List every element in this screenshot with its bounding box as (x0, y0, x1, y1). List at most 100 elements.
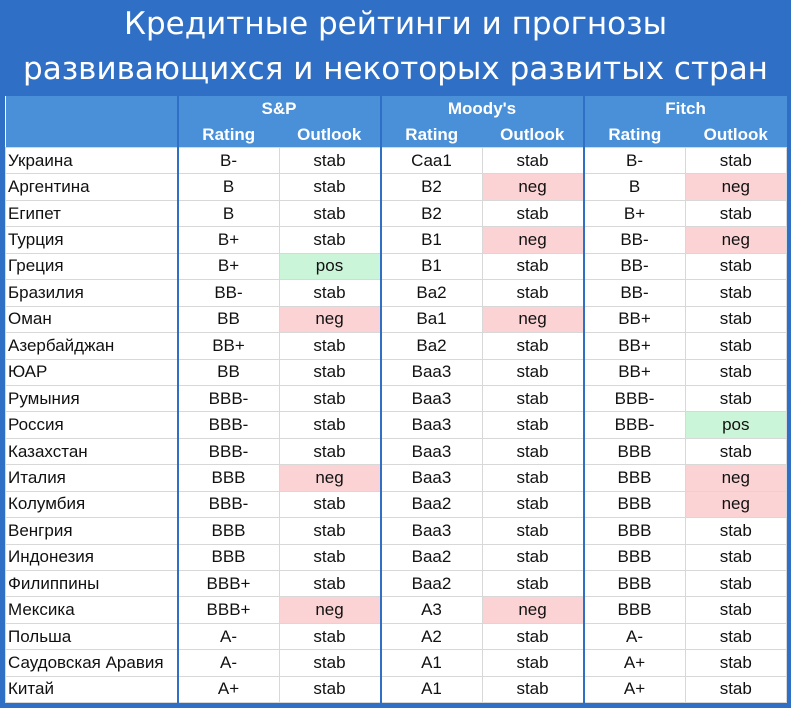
moodys-rating-cell: Ba2 (379, 332, 483, 360)
moodys-rating-cell: Ba1 (379, 305, 483, 334)
fitch-outlook-cell: stab (684, 279, 788, 307)
country-name: Венгрия (5, 517, 178, 545)
sp-rating-cell: B (176, 199, 280, 228)
country-name: Мексика (5, 596, 178, 624)
sp-rating-cell: BBB+ (176, 596, 280, 624)
country-name: Египет (5, 199, 178, 228)
moodys-outlook-cell: stab (481, 332, 585, 360)
sp-rating-cell: A+ (176, 675, 280, 704)
moodys-rating-cell: Baa2 (379, 490, 483, 519)
table-row: Польша A-stab A2 stab A-stab (5, 622, 788, 651)
moodys-rating-cell: A1 (379, 675, 483, 704)
moodys-rating-cell: Baa3 (379, 411, 483, 439)
fitch-outlook-cell: neg (684, 173, 788, 201)
sp-outlook-cell: stab (278, 226, 381, 254)
table-row: Италия BBB neg Baa3 stab BBB neg (5, 464, 788, 492)
moodys-rating-cell: B2 (379, 199, 483, 228)
fitch-outlook-cell: stab (684, 649, 788, 677)
moodys-outlook-cell: stab (481, 146, 585, 175)
moodys-rating-cell: B1 (379, 252, 483, 281)
fitch-rating-cell: BBB- (582, 411, 686, 439)
moodys-rating-cell: B1 (379, 226, 483, 254)
table-row: ЮАР BB stab Baa3 stab BB+ stab (5, 358, 788, 386)
moodys-rating-cell: Baa2 (379, 569, 483, 598)
sp-rating-header: Rating (176, 122, 279, 148)
fitch-outlook-cell: stab (684, 305, 788, 334)
agency-header-moodys: Moody's (379, 96, 584, 122)
table-row: Греция B+ pos B1 stab BB-stab (5, 252, 788, 281)
country-name: Польша (5, 622, 178, 651)
country-name: Индонезия (5, 543, 178, 572)
fitch-rating-cell: BBB (582, 543, 686, 572)
country-name: Украина (5, 146, 178, 175)
moodys-rating-cell: Caa1 (379, 146, 483, 175)
moodys-outlook-cell: stab (481, 199, 585, 228)
table-row: Саудовская Аравия A-stab A1 stab A+ stab (5, 649, 788, 677)
sp-outlook-cell: stab (278, 411, 381, 439)
fitch-rating-cell: B- (582, 146, 686, 175)
sp-rating-cell: B- (176, 146, 280, 175)
sp-outlook-cell: stab (278, 622, 381, 651)
country-name: Бразилия (5, 279, 178, 307)
sp-rating-cell: A- (176, 622, 280, 651)
moodys-rating-cell: B2 (379, 173, 483, 201)
sp-rating-cell: BBB (176, 543, 280, 572)
fitch-rating-cell: BBB- (582, 384, 686, 413)
fitch-outlook-cell: stab (684, 543, 788, 572)
agency-header-fitch: Fitch (582, 96, 787, 122)
sp-outlook-cell: stab (278, 332, 381, 360)
fitch-outlook-cell: stab (684, 252, 788, 281)
sp-outlook-cell: stab (278, 199, 381, 228)
fitch-outlook-cell: neg (684, 490, 788, 519)
table-row: Казахстан BBB-stab Baa3 stab BBB stab (5, 437, 788, 466)
sp-rating-cell: BB+ (176, 332, 280, 360)
title-line-1: Кредитные рейтинги и прогнозы (123, 6, 668, 42)
sp-rating-cell: BBB (176, 517, 280, 545)
moodys-outlook-cell: stab (481, 675, 585, 704)
country-name: Колумбия (5, 490, 178, 519)
sp-rating-cell: A- (176, 649, 280, 677)
table-row: Филиппины BBB+ stab Baa2 stab BBB stab (5, 569, 788, 598)
country-name: Турция (5, 226, 178, 254)
table-row: Турция B+ stab B1 neg BB-neg (5, 226, 788, 254)
sp-rating-cell: BBB+ (176, 569, 280, 598)
country-name: Россия (5, 411, 178, 439)
title-line-2: развивающихся и некоторых развитых стран (23, 51, 768, 87)
table-row: Китай A+ stab A1 stab A+ stab (5, 675, 788, 704)
sp-outlook-cell: stab (278, 517, 381, 545)
fitch-rating-cell: BB+ (582, 305, 686, 334)
country-name: Казахстан (5, 437, 178, 466)
subheader-row: Rating Outlook Rating Outlook Rating Out… (5, 122, 787, 148)
moodys-outlook-cell: stab (481, 649, 585, 677)
country-subheader-blank (5, 122, 178, 148)
moodys-outlook-cell: stab (481, 622, 585, 651)
table-row: Россия BBB-stab Baa3 stab BBB-pos (5, 411, 788, 439)
sp-rating-cell: B+ (176, 226, 280, 254)
moodys-outlook-cell: stab (481, 411, 585, 439)
sp-outlook-cell: stab (278, 437, 381, 466)
table-row: Индонезия BBB stab Baa2 stab BBB stab (5, 543, 788, 572)
table-row: Румыния BBB-stab Baa3 stab BBB-stab (5, 384, 788, 413)
moodys-outlook-cell: stab (481, 252, 585, 281)
moodys-rating-cell: A3 (379, 596, 483, 624)
moodys-rating-cell: Baa3 (379, 437, 483, 466)
country-name: Оман (5, 305, 178, 334)
country-name: ЮАР (5, 358, 178, 386)
fitch-outlook-cell: stab (684, 569, 788, 598)
sp-outlook-cell: stab (278, 384, 381, 413)
sp-outlook-cell: stab (278, 173, 381, 201)
country-header-blank (5, 96, 178, 122)
fitch-rating-cell: BB- (582, 279, 686, 307)
fitch-outlook-cell: stab (684, 332, 788, 360)
fitch-rating-cell: A+ (582, 649, 686, 677)
fitch-rating-cell: BB- (582, 252, 686, 281)
moodys-outlook-cell: neg (481, 305, 585, 334)
table-row: Украина B-stab Caa1 stab B-stab (5, 146, 788, 175)
moodys-outlook-cell: stab (481, 490, 585, 519)
fitch-rating-cell: BBB (582, 490, 686, 519)
moodys-outlook-cell: stab (481, 543, 585, 572)
sp-outlook-header: Outlook (279, 122, 381, 148)
fitch-rating-cell: BB+ (582, 358, 686, 386)
